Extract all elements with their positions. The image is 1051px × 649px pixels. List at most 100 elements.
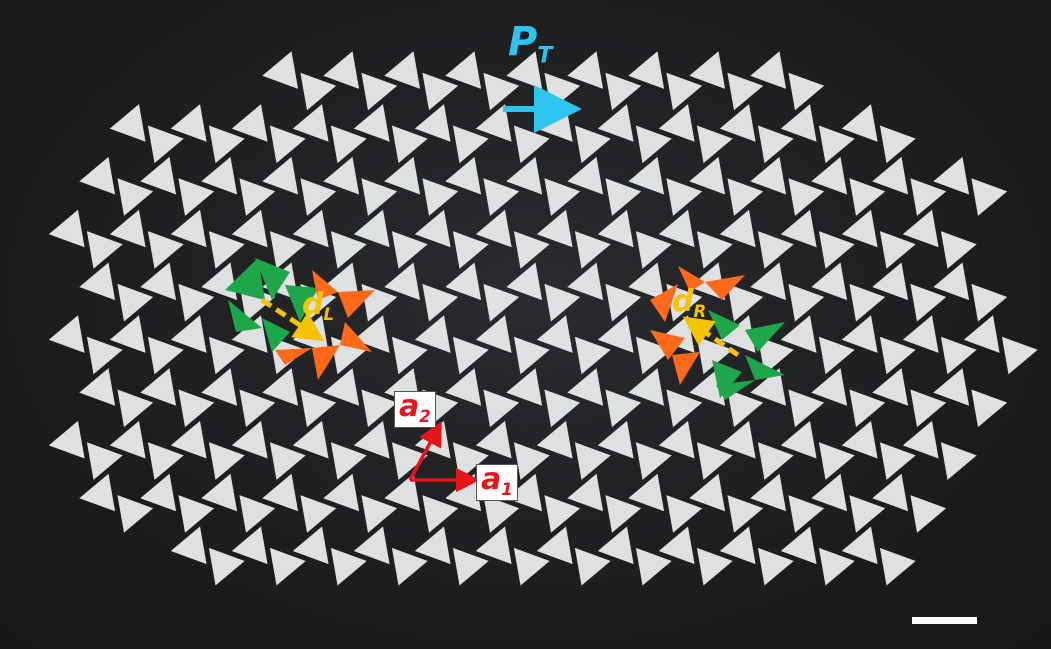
lattice-triangle-down	[513, 125, 550, 164]
lattice-triangle-down	[147, 231, 184, 269]
left-defect-orange-triangle	[312, 270, 338, 300]
lattice-triangle-up	[780, 315, 817, 353]
lattice-triangle-up	[475, 315, 512, 353]
lattice-triangle-down	[239, 178, 276, 216]
lattice-triangle-down	[971, 389, 1008, 428]
lattice-triangle-down	[86, 442, 123, 480]
lattice-triangle-down	[910, 495, 947, 533]
lattice-triangle-down	[178, 283, 215, 322]
lattice-triangle-up	[475, 420, 512, 459]
lattice-triangle-down	[879, 125, 916, 164]
lattice-triangle-up	[750, 473, 787, 512]
right-defect-label: dR	[672, 284, 707, 321]
lattice-triangle-down	[391, 336, 428, 375]
lattice-triangle-down	[910, 283, 947, 322]
lattice-triangle-up	[414, 526, 451, 565]
lattice-triangle-up	[536, 420, 573, 459]
lattice-triangle-down	[330, 231, 367, 269]
lattice-triangle-up	[292, 420, 329, 459]
lattice-triangle-down	[117, 283, 154, 322]
lattice-triangle-down	[788, 283, 825, 322]
lattice-triangle-up	[536, 526, 573, 565]
lattice-triangle-down	[727, 72, 764, 111]
lattice-triangle-up	[841, 104, 878, 142]
lattice-triangle-up	[719, 526, 756, 565]
lattice-triangle-down	[178, 495, 215, 533]
lattice-triangle-up	[475, 104, 512, 142]
lattice-triangle-down	[788, 72, 825, 111]
lattice-triangle-up	[48, 420, 85, 459]
lattice-triangle-up	[231, 420, 268, 459]
lattice-triangle-down	[635, 336, 672, 375]
lattice-triangle-up	[933, 368, 970, 406]
right-defect-arrow	[682, 316, 740, 358]
lattice-triangle-down	[147, 336, 184, 375]
lattice-triangle-down	[178, 389, 215, 428]
lattice-triangle-up	[170, 315, 207, 353]
lattice-triangle-up	[719, 315, 756, 353]
lattice-triangle-up	[750, 51, 787, 89]
lattice-triangle-up	[628, 473, 665, 512]
lattice-triangle-down	[666, 72, 703, 111]
right-defect-green-triangle	[745, 322, 785, 352]
lattice-triangle-down	[849, 495, 886, 533]
lattice-triangle-up	[567, 368, 604, 406]
lattice-triangle-down	[727, 178, 764, 216]
lattice-triangle-down	[483, 178, 520, 216]
lattice-triangle-down	[117, 389, 154, 428]
lattice-triangle-up	[628, 262, 665, 301]
lattice-triangle-down	[422, 178, 459, 216]
lattice-triangle-up	[841, 526, 878, 565]
lattice-triangle-down	[574, 547, 611, 586]
lattice-triangle-up	[567, 473, 604, 512]
lattice-triangle-up	[231, 104, 268, 142]
lattice-triangle-up	[506, 156, 543, 195]
lattice-triangle-up	[841, 315, 878, 353]
lattice-triangle-up	[384, 473, 421, 512]
lattice-triangle-down	[635, 231, 672, 269]
lattice-triangle-up	[140, 473, 177, 512]
lattice-triangle-down	[757, 125, 794, 164]
lattice-triangle-down	[422, 283, 459, 322]
right-defect	[650, 266, 785, 400]
lattice-vector-a1-label: a1	[476, 464, 518, 502]
lattice-triangle-down	[574, 231, 611, 269]
lattice-triangle-up	[475, 209, 512, 248]
lattice-triangle-up	[872, 262, 909, 301]
lattice-triangle-up	[780, 526, 817, 565]
lattice-triangle-down	[330, 336, 367, 375]
lattice-triangle-up	[719, 104, 756, 142]
lattice-triangle-up	[658, 526, 695, 565]
lattice-triangle-down	[300, 72, 337, 111]
lattice-triangle-up	[109, 104, 146, 142]
lattice-triangle-down	[666, 178, 703, 216]
lattice-triangle-up	[536, 315, 573, 353]
lattice-triangle-down	[483, 283, 520, 322]
lattice-triangle-up	[231, 209, 268, 248]
left-defect-orange-triangle	[338, 290, 375, 318]
lattice-triangle-up	[140, 156, 177, 195]
lattice-triangle-down	[940, 336, 977, 375]
lattice-triangle-down	[574, 336, 611, 375]
lattice-triangle-down	[696, 442, 733, 480]
lattice-triangle-up	[567, 262, 604, 301]
lattice-triangle-down	[544, 389, 581, 428]
lattice-triangle-up	[628, 51, 665, 89]
lattice-triangle-up	[811, 156, 848, 195]
lattice-triangle-up	[170, 104, 207, 142]
lattice-triangle-up	[48, 209, 85, 248]
lattice-triangle-up	[292, 526, 329, 565]
lattice-triangle-up	[262, 51, 299, 89]
lattice-triangle-down	[300, 178, 337, 216]
lattice-triangle-down	[391, 125, 428, 164]
lattice-triangle-up	[231, 315, 268, 353]
lattice-triangle-down	[940, 442, 977, 480]
lattice-triangle-up	[658, 420, 695, 459]
lattice-triangle-up	[384, 51, 421, 89]
lattice-triangle-up	[323, 262, 360, 301]
lattice-triangle-down	[452, 547, 489, 586]
lattice-triangle-down	[971, 283, 1008, 322]
right-defect-orange-triangle	[650, 330, 685, 360]
lattice-triangle-up	[353, 420, 390, 459]
